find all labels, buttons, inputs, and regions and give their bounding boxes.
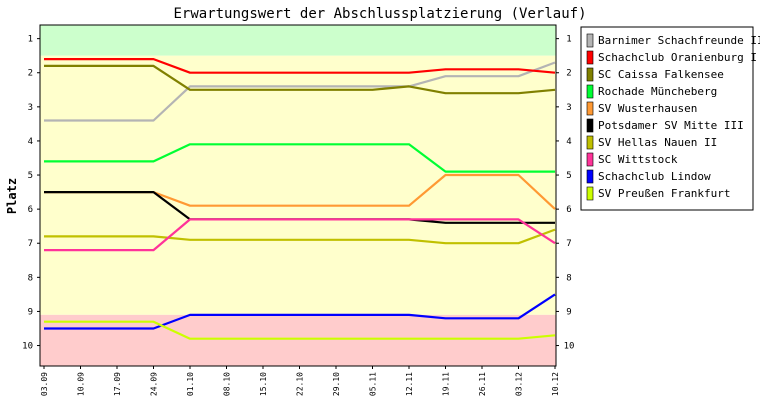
x-tick-label-12: 26.11 bbox=[478, 372, 487, 396]
y-tick-label-left-2: 3 bbox=[28, 103, 33, 113]
y-tick-label-right-2: 3 bbox=[566, 103, 571, 113]
band-1 bbox=[40, 55, 556, 315]
band-0 bbox=[40, 25, 556, 56]
y-tick-label-right-3: 4 bbox=[566, 137, 571, 147]
x-tick-label-11: 19.11 bbox=[442, 372, 451, 396]
legend-swatch-7 bbox=[586, 152, 594, 167]
y-tick-label-right-0: 1 bbox=[566, 35, 571, 45]
y-axis-right: 1 2 3 4 5 6 7 8 9 10 bbox=[556, 35, 574, 352]
y-tick-label-left-8: 9 bbox=[28, 307, 33, 317]
series-line-8 bbox=[44, 293, 556, 330]
legend-label-9: SV Preußen Frankfurt bbox=[598, 187, 730, 200]
y-tick-label-right-1: 2 bbox=[566, 69, 571, 79]
x-tick-label-0: 03.09 bbox=[40, 372, 49, 396]
y-axis-label: Platz bbox=[5, 178, 19, 214]
x-tick-label-9: 05.11 bbox=[369, 372, 378, 396]
x-tick-label-2: 17.09 bbox=[113, 372, 122, 396]
y-tick-label-right-9: 10 bbox=[564, 342, 575, 352]
x-tick-label-10: 12.11 bbox=[405, 372, 414, 396]
y-tick-label-left-5: 6 bbox=[28, 205, 33, 215]
legend-swatch-1 bbox=[586, 50, 594, 65]
y-tick-label-right-6: 7 bbox=[566, 239, 571, 249]
series-line-6 bbox=[44, 228, 556, 245]
y-tick-label-left-7: 8 bbox=[28, 273, 33, 283]
legend-label-8: Schachclub Lindow bbox=[598, 170, 711, 183]
legend-swatch-2 bbox=[586, 67, 594, 82]
y-tick-label-right-7: 8 bbox=[566, 273, 571, 283]
x-tick-label-1: 10.09 bbox=[77, 372, 86, 396]
legend-box bbox=[580, 26, 754, 211]
legend-label-3: Rochade Müncheberg bbox=[598, 85, 717, 98]
series-line-0 bbox=[44, 61, 556, 122]
legend-label-6: SV Hellas Nauen II bbox=[598, 136, 717, 149]
series-layer bbox=[44, 57, 556, 340]
band-2 bbox=[40, 314, 556, 366]
legend-swatch-4 bbox=[586, 101, 594, 116]
series-line-7 bbox=[44, 218, 556, 252]
legend-swatch-8 bbox=[586, 169, 594, 184]
x-tick-label-5: 08.10 bbox=[223, 372, 232, 396]
x-tick-label-14: 10.12 bbox=[551, 372, 560, 396]
y-tick-label-left-9: 10 bbox=[22, 342, 33, 352]
legend-label-4: SV Wusterhausen bbox=[598, 102, 697, 115]
series-line-1 bbox=[44, 57, 556, 74]
plot-frame bbox=[39, 24, 557, 367]
series-line-3 bbox=[44, 143, 555, 173]
x-tick-label-13: 03.12 bbox=[515, 372, 524, 396]
series-line-2 bbox=[44, 64, 556, 95]
x-tick-label-4: 01.10 bbox=[186, 372, 195, 396]
y-tick-label-right-8: 9 bbox=[566, 307, 571, 317]
legend-label-5: Potsdamer SV Mitte III bbox=[598, 119, 744, 132]
legend: Barnimer Schachfreunde II Schachclub Oran… bbox=[580, 26, 760, 211]
legend-label-7: SC Wittstock bbox=[598, 153, 678, 166]
y-tick-label-left-1: 2 bbox=[28, 69, 33, 79]
y-tick-label-left-0: 1 bbox=[28, 35, 33, 45]
x-tick-label-6: 15.10 bbox=[259, 372, 268, 396]
legend-label-2: SC Caissa Falkensee bbox=[598, 68, 724, 81]
y-tick-label-left-3: 4 bbox=[28, 137, 33, 147]
legend-swatch-0 bbox=[586, 33, 594, 48]
y-axis-left: 1 2 3 4 5 6 7 8 9 10 bbox=[22, 35, 40, 352]
series-line-9 bbox=[44, 320, 556, 340]
x-tick-label-7: 22.10 bbox=[296, 372, 305, 396]
x-tick-label-8: 29.10 bbox=[332, 372, 341, 396]
legend-swatch-3 bbox=[586, 84, 594, 99]
y-tick-label-left-6: 7 bbox=[28, 239, 33, 249]
y-tick-label-left-4: 5 bbox=[28, 171, 33, 181]
legend-label-1: Schachclub Oranienburg I bbox=[598, 51, 757, 64]
y-tick-label-right-4: 5 bbox=[566, 171, 571, 181]
x-tick-label-3: 24.09 bbox=[150, 372, 159, 396]
legend-swatch-6 bbox=[586, 135, 594, 150]
legend-label-0: Barnimer Schachfreunde II bbox=[598, 34, 760, 47]
chart-title: Erwartungswert der Abschlussplatzierung … bbox=[173, 6, 586, 22]
plot-background bbox=[40, 25, 556, 366]
legend-swatch-9 bbox=[586, 186, 594, 201]
legend-swatch-5 bbox=[586, 118, 594, 133]
y-tick-label-right-5: 6 bbox=[566, 205, 571, 215]
x-axis: 03.09 10.09 17.09 24.09 01.10 08.10 15.10 22.10… bbox=[40, 366, 560, 396]
